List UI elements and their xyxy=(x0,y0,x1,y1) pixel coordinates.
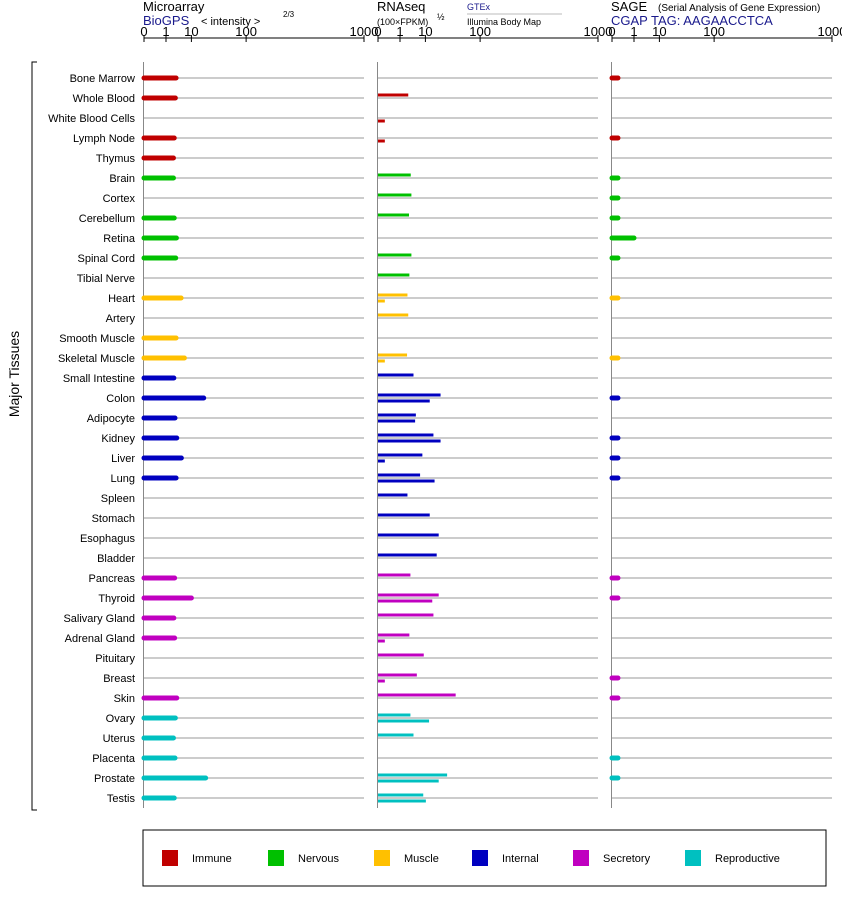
tissue-label: Brain xyxy=(109,173,135,185)
tissue-label: Whole Blood xyxy=(73,93,135,105)
tissue-label: Spleen xyxy=(101,493,135,505)
legend-label: Immune xyxy=(192,853,232,865)
tissue-label: White Blood Cells xyxy=(48,113,135,125)
tissue-label: Kidney xyxy=(101,433,135,445)
microarray-source-link[interactable]: BioGPS xyxy=(143,13,190,28)
illumina-body-map-label: Illumina Body Map xyxy=(467,17,541,27)
tissue-label: Lymph Node xyxy=(73,133,135,145)
tissue-label: Stomach xyxy=(92,513,135,525)
major-tissues-label: Major Tissues xyxy=(6,331,22,417)
sage-title: SAGE xyxy=(611,0,647,14)
tissue-label: Smooth Muscle xyxy=(59,333,135,345)
tissue-label: Colon xyxy=(106,393,135,405)
tissue-label: Bladder xyxy=(97,553,135,565)
rnaseq-scale-label: (100×FPKM) xyxy=(377,17,428,27)
tick-label: 1 xyxy=(162,24,169,39)
rnaseq-scale-exponent: ½ xyxy=(437,12,445,22)
tissue-label: Spinal Cord xyxy=(78,253,135,265)
microarray-title: Microarray xyxy=(143,0,205,14)
tissue-label: Adrenal Gland xyxy=(65,633,135,645)
tissue-label: Uterus xyxy=(103,733,136,745)
tick-label: 0 xyxy=(140,24,147,39)
tissue-label: Heart xyxy=(108,293,135,305)
rnaseq-title: RNAseq xyxy=(377,0,425,14)
tick-label: 10 xyxy=(652,24,666,39)
sage-tag-link[interactable]: CGAP TAG: AAGAACCTCA xyxy=(611,13,773,28)
tissue-label: Tibial Nerve xyxy=(77,273,135,285)
microarray-scale-exponent: 2/3 xyxy=(283,10,295,19)
tissue-label: Thyroid xyxy=(98,593,135,605)
tick-label: 0 xyxy=(608,24,615,39)
tissue-label: Retina xyxy=(103,233,136,245)
tick-label: 1 xyxy=(396,24,403,39)
major-tissues-bracket xyxy=(31,61,37,811)
tick-label: 1000 xyxy=(584,24,613,39)
panel-microarray: 0 1 10 100 1000 xyxy=(140,24,378,808)
gtex-source-link[interactable]: GTEx xyxy=(467,2,491,12)
tissue-label: Salivary Gland xyxy=(63,613,135,625)
tick-label: 1 xyxy=(630,24,637,39)
legend-box xyxy=(142,829,827,887)
panels: 011010010000110100100001101001000 xyxy=(140,24,842,808)
sage-subtitle: (Serial Analysis of Gene Expression) xyxy=(658,3,820,14)
tissue-label: Thymus xyxy=(96,153,136,165)
tissue-label: Adipocyte xyxy=(87,413,135,425)
tissue-label: Breast xyxy=(103,673,135,685)
legend-label: Reproductive xyxy=(715,853,780,865)
microarray-scale-label: < intensity > xyxy=(201,16,260,28)
tissue-label: Testis xyxy=(107,793,136,805)
tissue-label: Small Intestine xyxy=(63,373,135,385)
legend-swatch xyxy=(162,850,178,866)
tissue-label: Ovary xyxy=(106,713,136,725)
legend-label: Internal xyxy=(502,853,539,865)
legend-swatch xyxy=(374,850,390,866)
tick-label: 10 xyxy=(184,24,198,39)
tissue-label: Skin xyxy=(114,693,135,705)
legend-label: Muscle xyxy=(404,853,439,865)
tick-label: 100 xyxy=(235,24,257,39)
tissue-label: Esophagus xyxy=(80,533,136,545)
tissue-label: Skeletal Muscle xyxy=(58,353,135,365)
legend-swatch xyxy=(472,850,488,866)
legend-swatch xyxy=(268,850,284,866)
tissue-label: Liver xyxy=(111,453,135,465)
panel-rnaseq: 0 1 10 100 1000 xyxy=(374,24,612,808)
tissue-label: Bone Marrow xyxy=(70,73,135,85)
tick-label: 10 xyxy=(418,24,432,39)
legend-swatch xyxy=(685,850,701,866)
tick-label: 100 xyxy=(703,24,725,39)
legend-label: Nervous xyxy=(298,853,339,865)
legend: Immune Nervous Muscle Internal Secretory Repr… xyxy=(162,850,780,866)
legend-label: Secretory xyxy=(603,853,651,865)
tick-label: 1000 xyxy=(818,24,842,39)
tissue-label: Cerebellum xyxy=(79,213,135,225)
tissue-labels: Bone Marrow Whole Blood White Blood Cells L… xyxy=(48,73,136,805)
tick-label: 100 xyxy=(469,24,491,39)
tissue-label: Artery xyxy=(106,313,136,325)
tissue-label: Pancreas xyxy=(89,573,136,585)
legend-swatch xyxy=(573,850,589,866)
tissue-label: Cortex xyxy=(103,193,136,205)
tissue-label: Placenta xyxy=(92,753,136,765)
panel-sage: 01 10 100 1000 xyxy=(608,24,842,808)
tissue-label: Lung xyxy=(111,473,135,485)
tick-label: 1000 xyxy=(350,24,379,39)
tick-label: 0 xyxy=(374,24,381,39)
tissue-label: Prostate xyxy=(94,773,135,785)
tissue-label: Pituitary xyxy=(95,653,135,665)
